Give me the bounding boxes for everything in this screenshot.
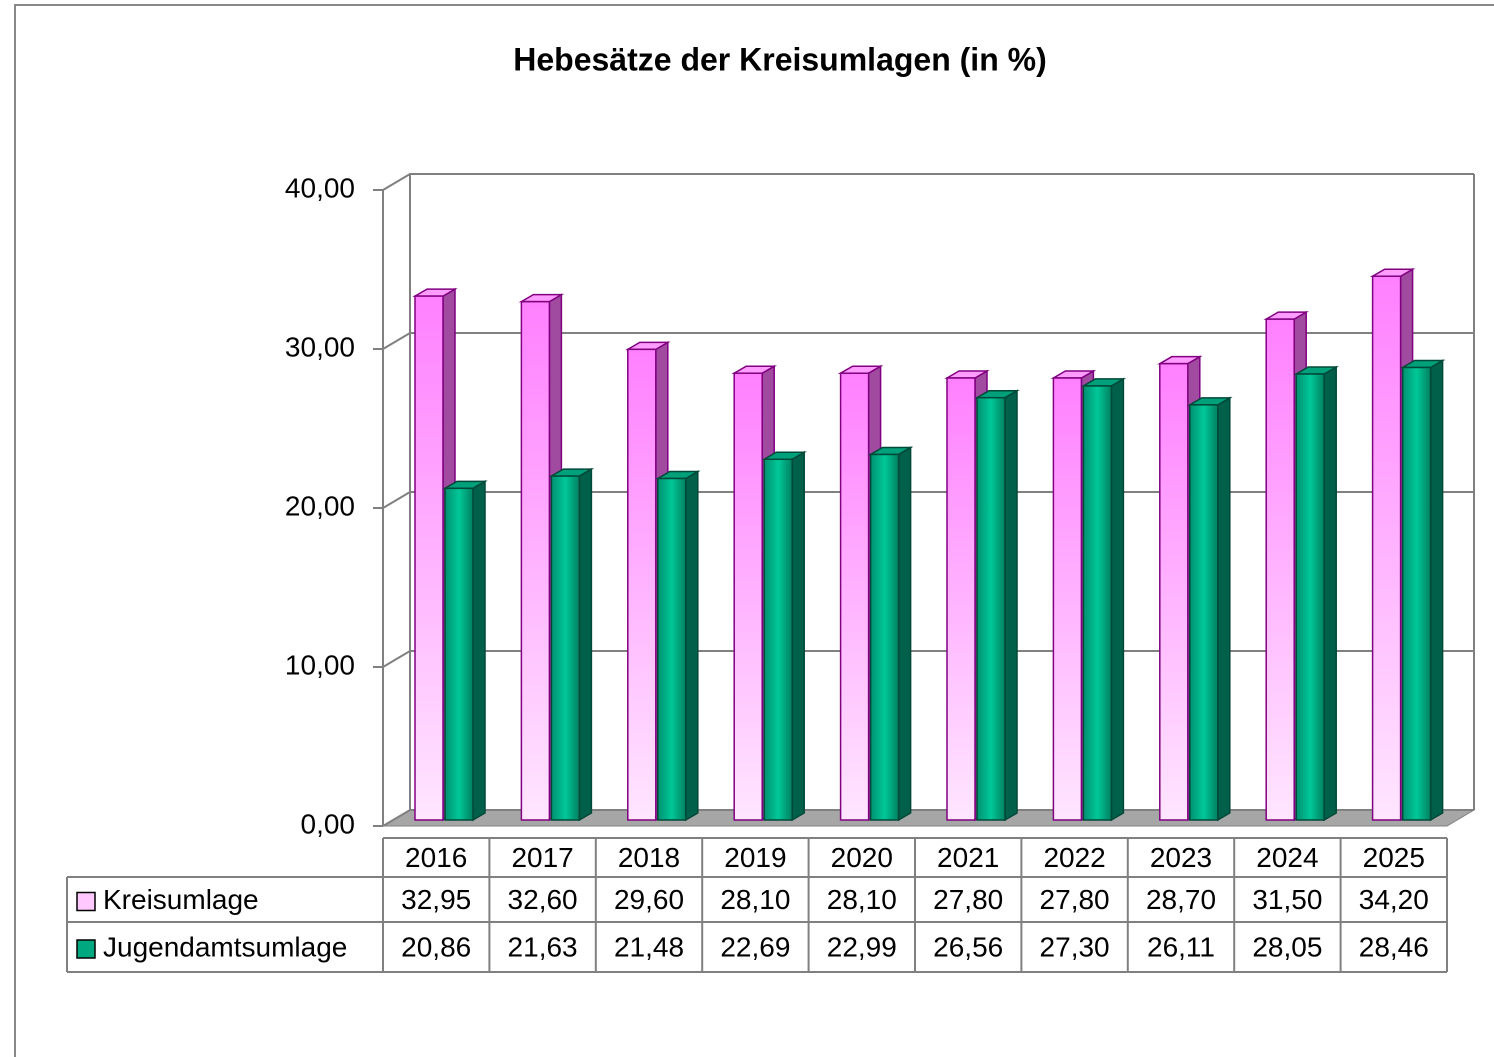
table-value: 27,80 (933, 884, 1003, 915)
bar-side (1110, 377, 1125, 822)
legend-key (76, 891, 96, 912)
table-value: 31,50 (1252, 884, 1322, 915)
grid-line (382, 173, 1474, 191)
x-tick-label: 2021 (937, 842, 999, 873)
table-value: 21,48 (614, 931, 684, 962)
bar-side (685, 470, 699, 822)
table-value: 34,20 (1359, 884, 1429, 915)
y-tick-label: 10,00 (285, 649, 355, 680)
x-tick-label: 2020 (831, 842, 893, 873)
bar (550, 475, 581, 821)
table-value: 28,10 (720, 884, 790, 915)
table-value: 28,70 (1146, 884, 1216, 915)
x-tick-label: 2022 (1043, 842, 1105, 873)
legend-label: Jugendamtsumlage (103, 931, 347, 962)
table-value: 27,30 (1040, 931, 1110, 962)
bar-side (1004, 389, 1018, 822)
bar (1371, 275, 1402, 821)
bar (869, 453, 900, 821)
table-value: 21,63 (508, 931, 578, 962)
bar (976, 396, 1006, 821)
table-value: 29,60 (614, 884, 684, 915)
bar (444, 487, 474, 821)
bar (1052, 377, 1083, 821)
table-value: 26,56 (933, 931, 1003, 962)
bar-side (1323, 365, 1337, 822)
bar-side (1429, 359, 1444, 822)
bar (414, 295, 444, 821)
x-tick-label: 2016 (405, 842, 467, 873)
bar-side (472, 480, 486, 822)
y-tick-label: 30,00 (285, 331, 355, 362)
x-tick-label: 2024 (1256, 842, 1318, 873)
table-value: 22,99 (827, 931, 897, 962)
bar (1265, 318, 1295, 821)
y-tick-label: 40,00 (285, 172, 355, 203)
bar-side (578, 467, 593, 822)
bar-side (791, 450, 805, 822)
x-tick-label: 2019 (724, 842, 786, 873)
table-value: 32,60 (508, 884, 578, 915)
table-value: 28,05 (1252, 931, 1322, 962)
legend-label: Kreisumlage (103, 884, 259, 915)
table-value: 28,10 (827, 884, 897, 915)
bar (1295, 373, 1325, 821)
table-value: 26,11 (1147, 931, 1215, 962)
bar-side (897, 446, 912, 822)
grid-line (382, 332, 1474, 350)
table-value: 32,95 (401, 884, 471, 915)
bar (627, 348, 657, 821)
bar (763, 458, 793, 821)
table-value: 22,69 (720, 931, 790, 962)
bar (733, 372, 763, 821)
legend-key (76, 939, 96, 959)
bar (946, 377, 976, 821)
table-value: 20,86 (401, 931, 471, 962)
x-tick-label: 2025 (1363, 842, 1425, 873)
bar (520, 300, 551, 821)
bar (657, 477, 687, 821)
y-tick-label: 0,00 (301, 808, 356, 839)
bar (1082, 385, 1113, 821)
x-tick-label: 2018 (618, 842, 680, 873)
bar-side (1217, 396, 1231, 822)
table-value: 27,80 (1040, 884, 1110, 915)
bar (839, 372, 870, 821)
y-tick-label: 20,00 (285, 490, 355, 521)
chart-title: Hebesätze der Kreisumlagen (in %) (513, 41, 1046, 77)
bar (1401, 366, 1432, 821)
table-value: 28,46 (1359, 931, 1429, 962)
bar (1159, 362, 1189, 821)
x-tick-label: 2017 (511, 842, 573, 873)
bar (1189, 404, 1219, 821)
x-tick-label: 2023 (1150, 842, 1212, 873)
